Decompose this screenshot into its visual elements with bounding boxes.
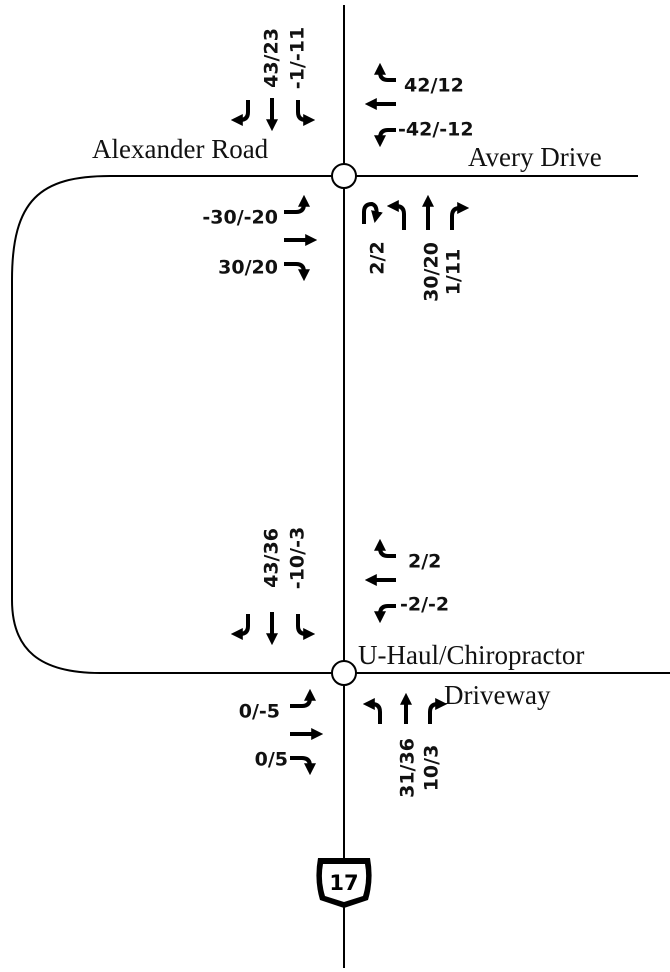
volume: 43/36 xyxy=(261,528,283,588)
volume: 42/12 xyxy=(404,75,464,97)
intersection-node xyxy=(331,163,357,189)
volume: -30/-20 xyxy=(202,207,278,229)
volume: 31/36 xyxy=(397,738,419,798)
loop-road xyxy=(11,175,111,674)
volume: -2/-2 xyxy=(400,594,449,616)
intersection-node xyxy=(331,660,357,686)
volume: 0/5 xyxy=(255,749,288,771)
road-name: U-Haul/Chiropractor xyxy=(358,640,584,670)
volume: 10/3 xyxy=(421,745,443,792)
volume: -1/-11 xyxy=(287,27,309,89)
volume: 0/-5 xyxy=(239,701,280,723)
route-number: 17 xyxy=(329,871,358,895)
volume: 2/2 xyxy=(367,241,389,274)
volume: 43/23 xyxy=(261,28,283,88)
volume: 2/2 xyxy=(408,551,441,573)
volume: -10/-3 xyxy=(287,527,309,589)
volume: 30/20 xyxy=(218,257,278,279)
turn-arrows xyxy=(230,62,470,282)
volume: 1/11 xyxy=(443,249,465,296)
road-name: Alexander Road xyxy=(92,134,269,164)
road-name: Avery Drive xyxy=(468,142,602,172)
volume: -42/-12 xyxy=(398,119,474,141)
route-shield: 17 xyxy=(316,858,372,908)
volume: 30/20 xyxy=(421,242,443,302)
turn-arrows xyxy=(230,538,448,776)
road-name: Driveway xyxy=(444,680,551,710)
